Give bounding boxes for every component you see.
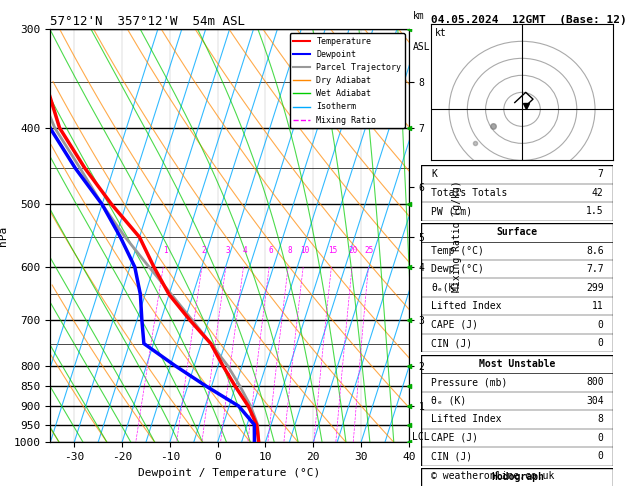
Text: 4: 4 xyxy=(243,246,247,255)
Text: Lifted Index: Lifted Index xyxy=(431,301,501,311)
Text: km: km xyxy=(413,11,424,21)
Text: PW (cm): PW (cm) xyxy=(431,207,472,216)
X-axis label: Dewpoint / Temperature (°C): Dewpoint / Temperature (°C) xyxy=(138,468,321,478)
Text: LCL: LCL xyxy=(413,432,430,442)
Text: Hodograph: Hodograph xyxy=(491,472,544,482)
Text: 20: 20 xyxy=(348,246,358,255)
Text: 0: 0 xyxy=(598,433,604,443)
Text: 304: 304 xyxy=(586,396,604,406)
Text: 11: 11 xyxy=(592,301,604,311)
Text: 0: 0 xyxy=(598,320,604,330)
Text: Dewp (°C): Dewp (°C) xyxy=(431,264,484,274)
Text: 8.6: 8.6 xyxy=(586,246,604,256)
Text: 7: 7 xyxy=(598,170,604,179)
Text: Most Unstable: Most Unstable xyxy=(479,359,555,369)
Text: CIN (J): CIN (J) xyxy=(431,451,472,461)
Text: 2: 2 xyxy=(201,246,206,255)
Text: CAPE (J): CAPE (J) xyxy=(431,320,478,330)
Text: Lifted Index: Lifted Index xyxy=(431,415,501,424)
Text: 6: 6 xyxy=(269,246,273,255)
Text: 7.7: 7.7 xyxy=(586,264,604,274)
Legend: Temperature, Dewpoint, Parcel Trajectory, Dry Adiabat, Wet Adiabat, Isotherm, Mi: Temperature, Dewpoint, Parcel Trajectory… xyxy=(290,34,404,128)
Text: 15: 15 xyxy=(328,246,337,255)
Text: 3: 3 xyxy=(225,246,230,255)
Text: 10: 10 xyxy=(300,246,309,255)
Text: ASL: ASL xyxy=(413,42,430,52)
Text: θₑ (K): θₑ (K) xyxy=(431,396,466,406)
Text: Pressure (mb): Pressure (mb) xyxy=(431,378,508,387)
Text: kt: kt xyxy=(435,28,446,38)
Text: θₑ(K): θₑ(K) xyxy=(431,283,460,293)
Text: K: K xyxy=(431,170,437,179)
Text: 299: 299 xyxy=(586,283,604,293)
Text: 57°12'N  357°12'W  54m ASL: 57°12'N 357°12'W 54m ASL xyxy=(50,15,245,28)
Text: 0: 0 xyxy=(598,451,604,461)
Text: 8: 8 xyxy=(287,246,292,255)
Y-axis label: hPa: hPa xyxy=(0,226,8,246)
Text: 1: 1 xyxy=(163,246,167,255)
Text: 42: 42 xyxy=(592,188,604,198)
Text: CAPE (J): CAPE (J) xyxy=(431,433,478,443)
Text: 800: 800 xyxy=(586,378,604,387)
Text: 0: 0 xyxy=(598,338,604,348)
Text: CIN (J): CIN (J) xyxy=(431,338,472,348)
Text: 8: 8 xyxy=(598,415,604,424)
Text: 25: 25 xyxy=(365,246,374,255)
Text: © weatheronline.co.uk: © weatheronline.co.uk xyxy=(431,471,554,481)
Text: Surface: Surface xyxy=(497,227,538,237)
Text: 04.05.2024  12GMT  (Base: 12): 04.05.2024 12GMT (Base: 12) xyxy=(431,15,626,25)
Text: Mixing Ratio (g/kg): Mixing Ratio (g/kg) xyxy=(452,180,462,292)
Text: Temp (°C): Temp (°C) xyxy=(431,246,484,256)
Text: Totals Totals: Totals Totals xyxy=(431,188,508,198)
Text: 1.5: 1.5 xyxy=(586,207,604,216)
